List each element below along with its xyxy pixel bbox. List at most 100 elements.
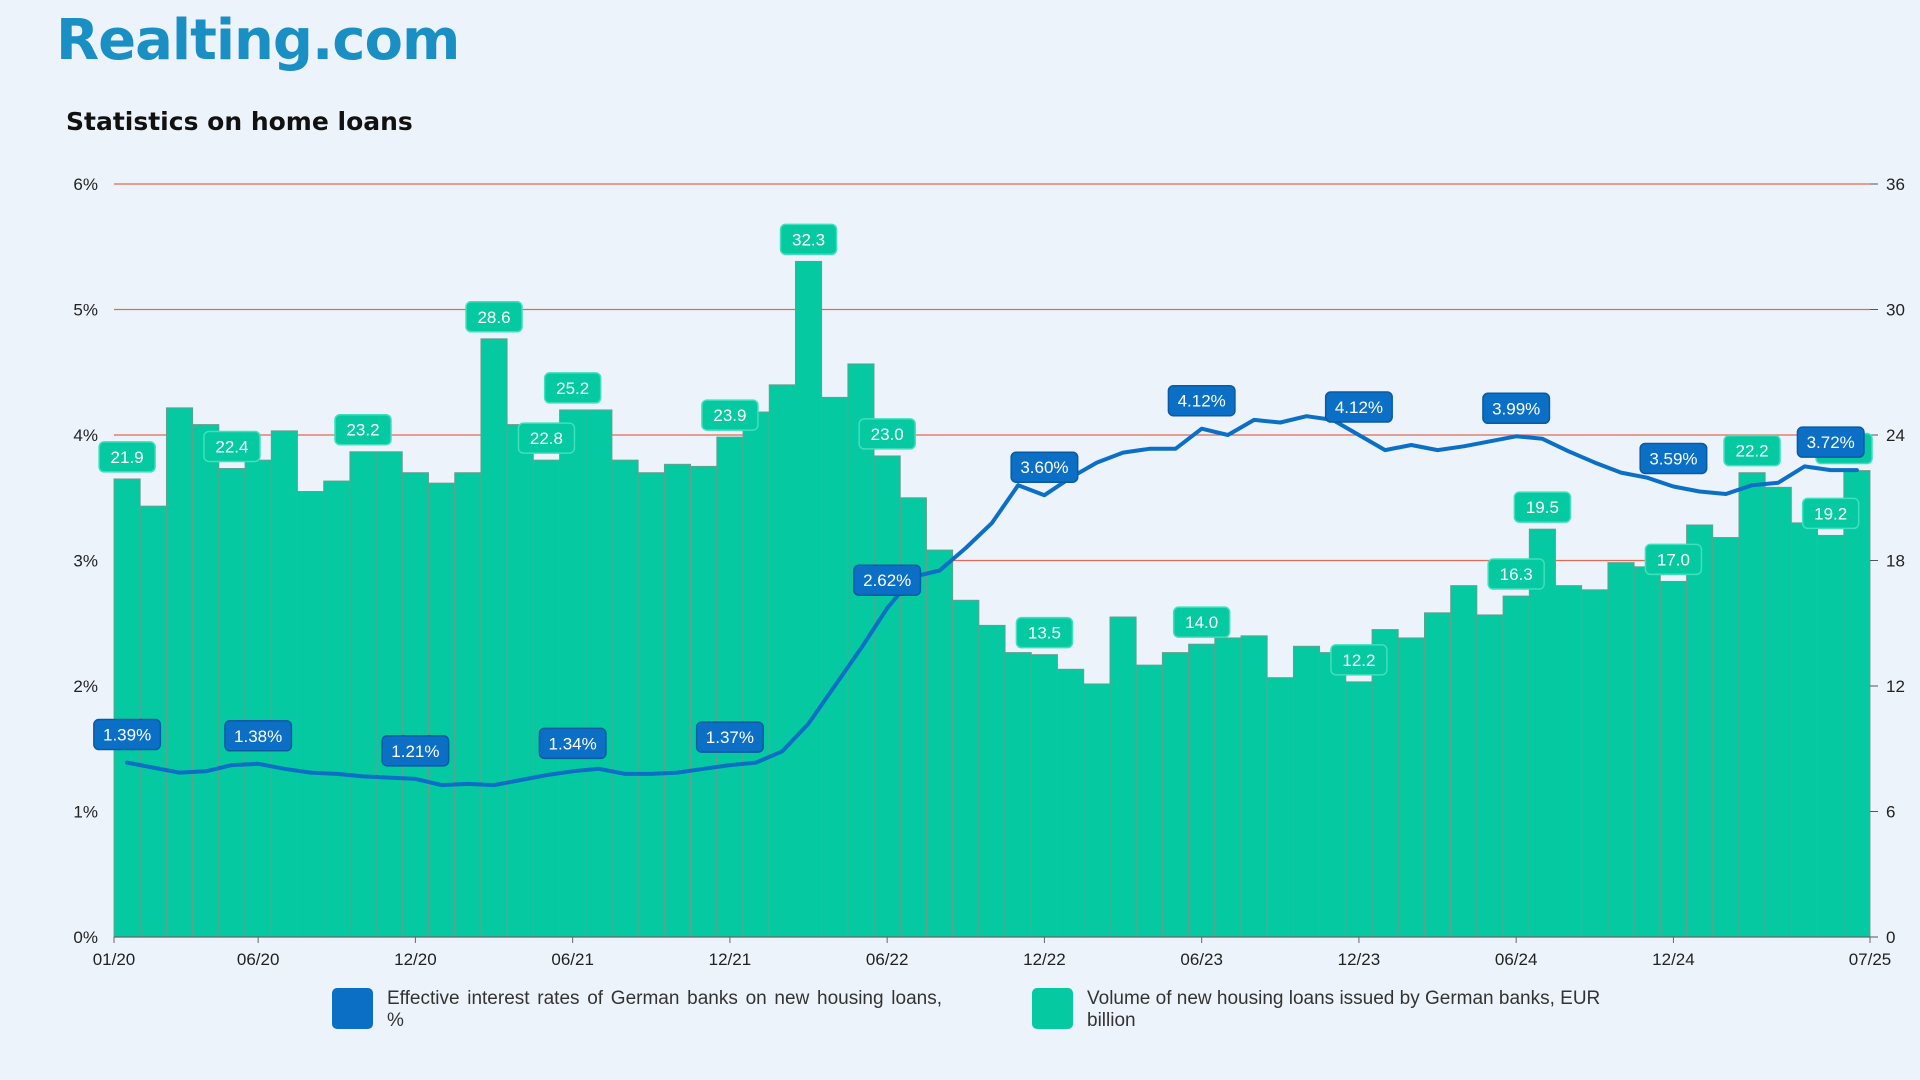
bar-value-label-text: 16.3 <box>1500 565 1533 584</box>
y-left-tick-label: 0% <box>73 928 98 947</box>
bar <box>1659 580 1687 938</box>
bar <box>690 465 718 938</box>
bar-value-label-text: 17.0 <box>1657 550 1690 569</box>
x-tick-label: 06/21 <box>551 950 594 969</box>
bar <box>978 624 1006 938</box>
bar-value-label-text: 14.0 <box>1185 613 1218 632</box>
bar <box>1712 537 1740 938</box>
rate-value-label: 2.62% <box>853 564 922 596</box>
bar <box>1581 589 1609 938</box>
bar <box>768 384 796 938</box>
bar-value-label-text: 23.9 <box>713 406 746 425</box>
x-tick-label: 07/25 <box>1849 950 1892 969</box>
bar-value-label-text: 22.4 <box>215 437 248 456</box>
bar-value-label: 23.2 <box>334 413 392 446</box>
x-tick-label: 12/23 <box>1338 950 1381 969</box>
bar-value-label: 23.9 <box>701 399 759 431</box>
x-tick-label: 12/20 <box>394 950 437 969</box>
rate-value-label: 1.37% <box>695 721 764 753</box>
rate-value-label-box <box>1167 384 1236 417</box>
y-right-tick-label: 18 <box>1886 552 1905 571</box>
legend-label-rate: Effective interest rates of German banks… <box>387 988 942 1031</box>
bar <box>1764 486 1792 938</box>
bar-value-label-box <box>1723 434 1781 467</box>
rate-value-label: 1.39% <box>93 718 162 751</box>
bar <box>1266 677 1294 938</box>
rate-value-label-box <box>1010 451 1079 483</box>
bar <box>1188 643 1216 938</box>
rate-value-label-box <box>224 720 293 752</box>
bar-value-label-box <box>1801 497 1860 530</box>
bar-value-label-box <box>701 399 759 431</box>
bar <box>559 409 587 938</box>
bar-value-label-box <box>1644 543 1703 576</box>
bar <box>1817 534 1845 938</box>
bar <box>873 455 901 938</box>
bar <box>899 497 927 938</box>
bar-value-label: 13.5 <box>1015 616 1074 649</box>
bar-value-label: 23.0 <box>858 418 916 450</box>
x-tick-label: 06/23 <box>1180 950 1223 969</box>
bar-value-label-box <box>1330 644 1388 676</box>
bar <box>1502 595 1530 938</box>
bar <box>297 491 325 938</box>
bar <box>113 478 141 938</box>
bar-value-label: 25.2 <box>543 372 602 404</box>
bar-value-label: 14.0 <box>1172 606 1231 638</box>
y-left-tick-label: 3% <box>73 552 98 571</box>
bar <box>244 459 272 938</box>
bar <box>716 436 744 938</box>
rate-value-label-box <box>695 721 764 753</box>
bar <box>1450 585 1478 938</box>
bar-value-label-text: 21.9 <box>111 448 144 467</box>
bar <box>1030 654 1058 938</box>
rate-value-label-box <box>1324 391 1393 423</box>
rate-value-label-text: 3.99% <box>1492 399 1540 418</box>
bar <box>1555 585 1583 938</box>
bar-value-label-text: 19.5 <box>1526 498 1559 517</box>
bar <box>1109 616 1137 938</box>
rate-value-label-text: 1.34% <box>549 734 597 753</box>
bar <box>1345 681 1373 938</box>
bar-value-label: 22.8 <box>517 422 576 454</box>
rate-value-label-text: 1.37% <box>706 728 754 747</box>
y-right-tick-label: 6 <box>1886 803 1895 822</box>
x-tick-label: 12/24 <box>1652 950 1695 969</box>
rate-value-label-box <box>381 735 450 767</box>
bar <box>480 338 508 938</box>
bar-value-label-box <box>334 413 392 446</box>
bar <box>1083 683 1111 938</box>
rate-value-label: 1.34% <box>538 727 607 760</box>
bar <box>323 480 351 938</box>
y-right-tick-label: 24 <box>1886 426 1905 445</box>
bar <box>1843 470 1871 938</box>
y-right-tick-label: 30 <box>1886 301 1905 320</box>
legend-label-volume: Volume of new housing loans issued by Ge… <box>1087 988 1601 1031</box>
bar-value-label-box <box>1015 616 1074 649</box>
bar-value-label-text: 25.2 <box>556 379 589 398</box>
bar-value-label-text: 12.2 <box>1342 651 1375 670</box>
bar <box>165 407 194 938</box>
y-left-tick-label: 1% <box>73 803 98 822</box>
bar <box>637 472 665 938</box>
bar <box>1738 472 1766 938</box>
legend-swatch-volume <box>1032 988 1073 1029</box>
bar <box>428 482 456 938</box>
bar-value-label-text: 32.3 <box>792 230 825 249</box>
rate-value-label: 4.12% <box>1324 391 1393 423</box>
y-right-tick-label: 12 <box>1886 677 1905 696</box>
y-right-tick-label: 0 <box>1886 928 1895 947</box>
bar-value-label-text: 23.2 <box>346 421 379 440</box>
bar-value-label-box <box>1487 558 1545 590</box>
bar-value-label: 16.3 <box>1487 558 1545 590</box>
x-tick-label: 12/21 <box>709 950 752 969</box>
bar <box>585 409 613 938</box>
rate-value-label: 3.72% <box>1796 426 1865 458</box>
rate-value-label-text: 2.62% <box>863 571 911 590</box>
bar-value-label: 17.0 <box>1644 543 1703 576</box>
x-tick-label: 01/20 <box>93 950 136 969</box>
bar-value-label-box <box>98 441 156 473</box>
bar-value-label-text: 22.2 <box>1736 442 1769 461</box>
bar <box>1528 528 1556 938</box>
bar-value-label-box <box>1172 606 1231 638</box>
